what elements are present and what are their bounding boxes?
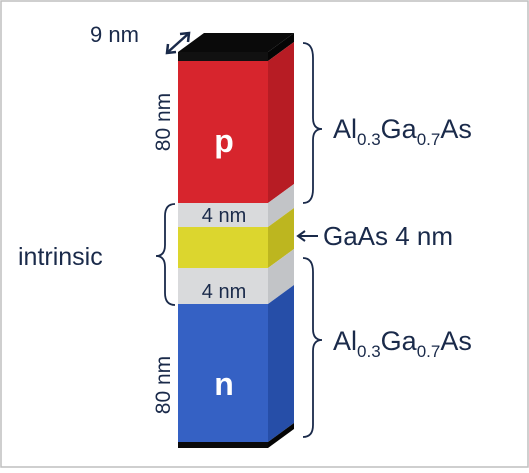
- p-material-label: Al0.3Ga0.7As: [333, 114, 472, 149]
- top-cap-front: [178, 52, 268, 61]
- top-cap-face: [178, 33, 294, 52]
- bottom-cap-front: [178, 442, 268, 448]
- n-layer-brace: [302, 257, 323, 438]
- well-layer-front: [178, 227, 268, 268]
- bottom-spacer-front: [178, 268, 268, 304]
- p-thickness-label: 80 nm: [152, 93, 175, 151]
- bottom-spacer-side: [268, 249, 294, 304]
- n-layer-label: n: [214, 366, 234, 402]
- intrinsic-brace: [155, 203, 176, 306]
- well-label: GaAs 4 nm: [323, 221, 453, 251]
- p-layer-brace: [302, 42, 323, 204]
- bottom-cap-side: [268, 423, 294, 448]
- width-arrow: [165, 31, 191, 55]
- p-layer-side: [268, 42, 294, 203]
- top-cap-side: [268, 33, 294, 61]
- bottom-spacer-thickness: 4 nm: [202, 281, 246, 303]
- p-layer-front: [178, 61, 268, 203]
- well-arrow: [296, 230, 318, 242]
- n-layer-side: [268, 285, 294, 442]
- top-spacer-front: [178, 203, 268, 227]
- n-material-label: Al0.3Ga0.7As: [333, 326, 472, 361]
- intrinsic-label: intrinsic: [18, 243, 103, 271]
- top-spacer-side: [268, 184, 294, 227]
- p-layer-label: p: [214, 123, 234, 159]
- width-label: 9 nm: [90, 22, 139, 47]
- well-layer-side: [268, 208, 294, 268]
- n-layer-front: [178, 304, 268, 442]
- top-spacer-thickness: 4 nm: [202, 205, 246, 227]
- n-thickness-label: 80 nm: [152, 356, 175, 414]
